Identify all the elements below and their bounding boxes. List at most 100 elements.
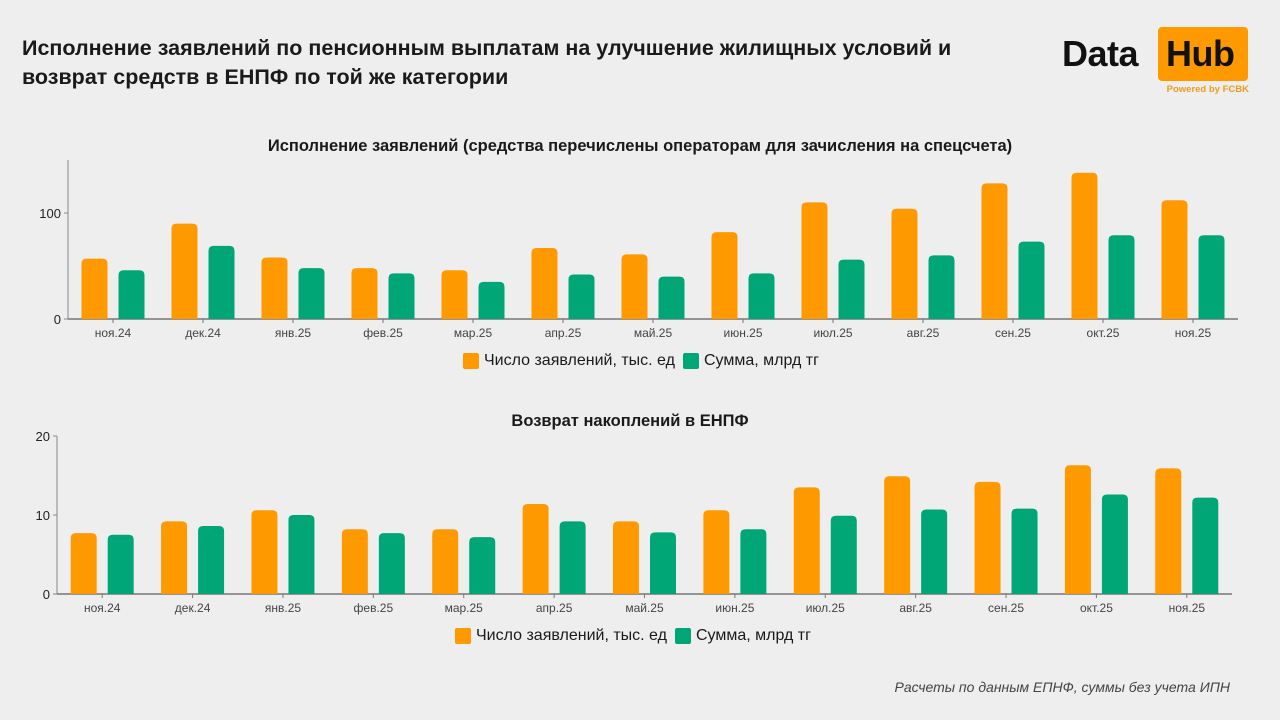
bar-sum: [198, 526, 225, 594]
bar-count: [522, 503, 549, 594]
bar-count: [981, 183, 1008, 319]
x-tick-label: май.25: [634, 326, 673, 340]
bar-sum: [378, 533, 405, 594]
chart1-legend: Число заявлений, тыс. ед Сумма, млрд тг: [463, 352, 827, 370]
bar-count: [711, 232, 738, 319]
logo-word-data: Data: [1062, 33, 1139, 74]
bar-count: [1155, 468, 1182, 594]
bar-sum: [1108, 235, 1135, 319]
bar-count: [161, 521, 188, 594]
x-tick-label: июн.25: [715, 601, 754, 615]
legend-label: Сумма, млрд тг: [703, 352, 819, 369]
bar-sum: [740, 529, 767, 594]
legend-swatch-green: [674, 628, 691, 644]
bar-sum: [928, 255, 955, 319]
bar-count: [1071, 172, 1098, 319]
bar-count: [1161, 200, 1188, 319]
x-tick-label: мар.25: [445, 601, 484, 615]
x-tick-label: мар.25: [454, 326, 493, 340]
bar-count: [613, 521, 639, 594]
legend-item-sum: Сумма, млрд тг: [682, 352, 819, 370]
bar-sum: [559, 521, 586, 594]
chart1-title: Исполнение заявлений (средства перечисле…: [267, 137, 1013, 155]
x-tick-label: дек.24: [185, 326, 221, 340]
x-tick-label: ноя.25: [1175, 326, 1212, 340]
bar-sum: [650, 532, 676, 594]
x-tick-label: фев.25: [363, 326, 403, 340]
bar-count: [1064, 465, 1091, 594]
logo-word-hub: Hub: [1166, 33, 1235, 74]
legend-swatch-orange: [463, 353, 479, 369]
x-tick-label: апр.25: [536, 601, 573, 615]
bar-sum: [830, 515, 857, 594]
bar-count: [351, 268, 378, 319]
y-tick-label: 0: [43, 587, 50, 602]
bar-sum: [1018, 241, 1045, 319]
bar-count: [793, 487, 820, 594]
x-tick-label: окт.25: [1080, 601, 1113, 615]
bar-count: [441, 270, 468, 319]
bar-count: [261, 257, 288, 319]
bar-count: [171, 223, 198, 319]
bar-sum: [1192, 497, 1219, 594]
page-title: Исполнение заявлений по пенсионным выпла…: [22, 36, 952, 89]
x-tick-label: окт.25: [1087, 326, 1120, 340]
x-tick-label: май.25: [625, 601, 664, 615]
x-tick-label: ноя.24: [95, 326, 132, 340]
bar-sum: [118, 270, 145, 319]
y-tick-label: 0: [54, 312, 61, 327]
bar-sum: [921, 509, 948, 594]
legend-label: Число заявлений, тыс. ед: [476, 627, 667, 644]
bar-sum: [388, 273, 415, 319]
bar-sum: [208, 245, 235, 319]
bar-count: [703, 510, 730, 594]
x-tick-label: июл.25: [806, 601, 845, 615]
bar-sum: [469, 537, 496, 594]
x-tick-label: сен.25: [988, 601, 1024, 615]
bar-count: [81, 258, 108, 319]
bar-count: [251, 510, 278, 594]
bar-count: [70, 533, 97, 594]
bar-count: [884, 476, 911, 594]
x-tick-label: авг.25: [899, 601, 932, 615]
x-tick-label: фев.25: [354, 601, 394, 615]
bar-count: [531, 247, 558, 319]
bar-sum: [1011, 508, 1038, 594]
x-tick-label: авг.25: [907, 326, 940, 340]
datahub-logo: Data Hub Powered by FCBK: [1062, 27, 1252, 97]
legend-swatch-orange: [455, 628, 471, 644]
bar-sum: [1198, 235, 1225, 319]
x-tick-label: апр.25: [545, 326, 582, 340]
bar-sum: [478, 281, 505, 319]
bar-sum: [298, 268, 325, 319]
bar-count: [621, 254, 648, 319]
x-tick-label: ноя.25: [1169, 601, 1206, 615]
x-tick-label: янв.25: [275, 326, 312, 340]
bar-sum: [107, 534, 134, 594]
legend-item-count: Число заявлений, тыс. ед: [455, 627, 667, 645]
legend-item-count: Число заявлений, тыс. ед: [463, 352, 675, 370]
x-tick-label: янв.25: [265, 601, 302, 615]
y-tick-label: 10: [36, 508, 50, 523]
bar-count: [801, 202, 828, 319]
chart2-legend: Число заявлений, тыс. ед Сумма, млрд тг: [455, 627, 819, 645]
legend-label: Число заявлений, тыс. ед: [484, 352, 675, 369]
bar-count: [341, 529, 368, 594]
logo-hub-box: [1158, 27, 1248, 81]
legend-item-sum: Сумма, млрд тг: [674, 627, 811, 645]
x-tick-label: ноя.24: [84, 601, 121, 615]
bar-count: [891, 208, 918, 319]
y-tick-label: 100: [39, 206, 61, 221]
bar-sum: [658, 276, 685, 319]
bar-sum: [838, 259, 865, 319]
x-tick-label: сен.25: [995, 326, 1031, 340]
x-tick-label: дек.24: [175, 601, 211, 615]
x-tick-label: июл.25: [813, 326, 852, 340]
bar-sum: [568, 274, 595, 319]
bar-sum: [288, 515, 315, 594]
logo-tagline: Powered by FCBK: [1166, 84, 1249, 95]
footnote: Расчеты по данным ЕПНФ, суммы без учета …: [894, 679, 1230, 695]
legend-swatch-green: [682, 353, 699, 369]
legend-label: Сумма, млрд тг: [695, 627, 811, 644]
bar-count: [974, 481, 1001, 594]
